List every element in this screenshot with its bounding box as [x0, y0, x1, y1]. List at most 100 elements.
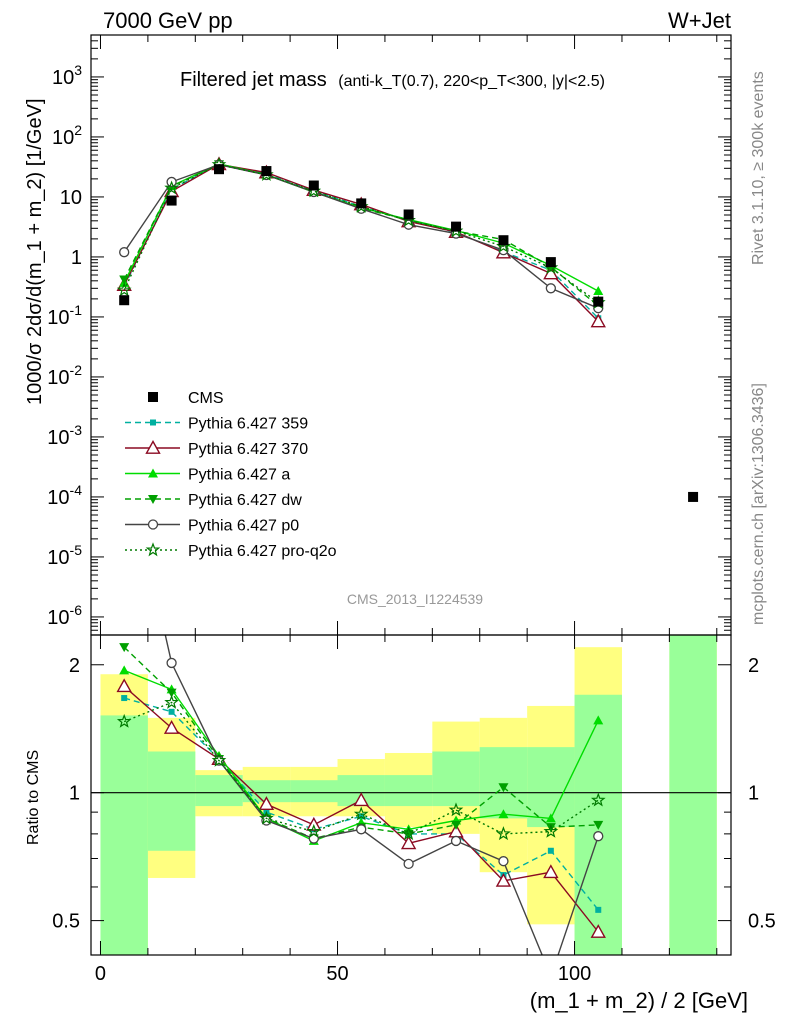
legend-swatch-marker	[148, 392, 158, 402]
ratio-point	[545, 823, 556, 833]
ratio-y-tick-label: 0.5	[52, 911, 80, 933]
series-2	[116, 156, 606, 328]
series-line	[123, 163, 599, 322]
inner-band-bin	[100, 715, 148, 955]
plot-title: Filtered jet mass (anti-k_T(0.7), 220<p_…	[180, 69, 605, 91]
legend-swatch-marker	[147, 519, 159, 530]
main-y-axis-label: 1000/σ 2dσ/d(m_1 + m_2) [1/GeV]	[24, 98, 46, 405]
ratio-y-tick-label-right: 1	[748, 783, 759, 805]
data-point	[545, 257, 556, 268]
y-tick-label: 10-3	[47, 422, 82, 449]
y-tick-label: 10-5	[47, 542, 82, 569]
series-5	[119, 159, 604, 314]
ratio-point	[400, 835, 417, 850]
ratio-line	[124, 697, 599, 911]
main-axis-ticks: 10-6 10-5 10-4 10-3 10-2 10-1 1 10 102 103	[47, 34, 731, 636]
ratio-point	[498, 809, 509, 819]
ratio-point	[543, 823, 559, 838]
ratio-y-tick-label: 2	[69, 655, 80, 677]
legend-entry: Pythia 6.427 a	[125, 467, 290, 484]
ratio-point	[168, 708, 175, 715]
data-point	[119, 295, 130, 306]
analysis-watermark: CMS_2013_I1224539	[347, 591, 483, 607]
data-point	[308, 180, 319, 191]
ratio-point	[496, 826, 511, 841]
legend-entry: Pythia 6.427 pro-q2o	[125, 542, 337, 560]
inner-band-bin	[669, 635, 717, 955]
inner-band-bin	[242, 780, 291, 803]
data-point	[116, 282, 132, 297]
ratio-point	[116, 678, 132, 693]
data-point	[545, 283, 557, 294]
y-tick-label: 10	[60, 187, 82, 209]
legend-label: Pythia 6.427 pro-q2o	[188, 543, 337, 560]
y-tick-label: 102	[52, 122, 82, 149]
ratio-point	[593, 820, 604, 830]
inner-band-bin	[574, 694, 622, 955]
series-cms	[119, 164, 699, 502]
plot-title-sub: (anti-k_T(0.7), 220<p_T<300, |y|<2.5)	[338, 73, 605, 90]
ratio-point	[593, 715, 604, 725]
ratio-y-axis-label: Ratio to CMS	[25, 750, 42, 845]
series-line	[123, 163, 599, 309]
x-tick-label: 0	[95, 963, 106, 985]
legend: CMS Pythia 6.427 359 Pythia 6.427 370 Pythi…	[125, 390, 337, 560]
legend-label: Pythia 6.427 359	[188, 416, 308, 433]
data-point	[498, 235, 509, 246]
legend-label: Pythia 6.427 a	[188, 467, 290, 484]
ratio-point	[495, 872, 512, 887]
ratio-axis-ticks: 0.5 0.5 1 1 2 2 0 50 100	[52, 635, 776, 985]
ratio-line	[123, 701, 599, 835]
data-point	[166, 195, 177, 206]
legend-label: Pythia 6.427 dw	[188, 492, 302, 509]
data-point	[164, 180, 179, 195]
y-tick-label: 10-2	[47, 362, 82, 389]
data-point	[593, 286, 604, 296]
legend-swatch-marker	[145, 542, 161, 557]
data-point	[451, 221, 462, 232]
series-4	[119, 160, 604, 312]
main-series-group	[116, 156, 699, 502]
y-tick-label: 103	[52, 62, 82, 89]
data-point	[403, 209, 414, 220]
ratio-y-tick-label-right: 2	[748, 655, 759, 677]
ratio-point	[498, 856, 509, 867]
ratio-point	[166, 657, 177, 669]
data-point	[356, 198, 367, 209]
legend-label: CMS	[188, 390, 224, 407]
ratio-point	[353, 792, 369, 807]
x-axis-label: (m_1 + m_2) / 2 [GeV]	[530, 988, 748, 1013]
y-tick-label: 10-4	[47, 482, 82, 509]
inner-band-bin	[290, 780, 338, 803]
inner-band-bin	[147, 751, 196, 851]
ratio-point	[595, 906, 602, 913]
ratio-point	[590, 924, 606, 938]
legend-label: Pythia 6.427 p0	[188, 518, 299, 535]
x-tick-label: 50	[326, 963, 348, 985]
ratio-point	[306, 823, 322, 838]
legend-entry: CMS	[148, 390, 224, 407]
ratio-point	[543, 864, 559, 879]
data-point	[593, 296, 604, 307]
ratio-series-5	[164, 635, 604, 955]
inner-band-bin	[432, 751, 480, 807]
ratio-point	[448, 802, 464, 817]
ratio-uncertainty-bands	[91, 635, 731, 955]
legend-entry: Pythia 6.427 359	[125, 416, 308, 433]
y-tick-label: 1	[71, 247, 82, 269]
ratio-point	[403, 858, 414, 870]
legend-entry: Pythia 6.427 dw	[125, 492, 302, 509]
ratio-point	[121, 695, 128, 702]
ratio-point	[353, 806, 369, 821]
ratio-point	[547, 847, 554, 854]
ratio-point	[450, 835, 462, 847]
ratio-point	[401, 826, 416, 841]
series-line	[123, 163, 599, 307]
ratio-point	[211, 752, 227, 767]
inner-band-bin	[384, 775, 433, 807]
ratio-point	[498, 783, 509, 793]
ratio-plot-frame	[90, 634, 732, 956]
x-tick-label: 100	[558, 963, 591, 985]
energy-label: 7000 GeV pp	[103, 8, 233, 33]
